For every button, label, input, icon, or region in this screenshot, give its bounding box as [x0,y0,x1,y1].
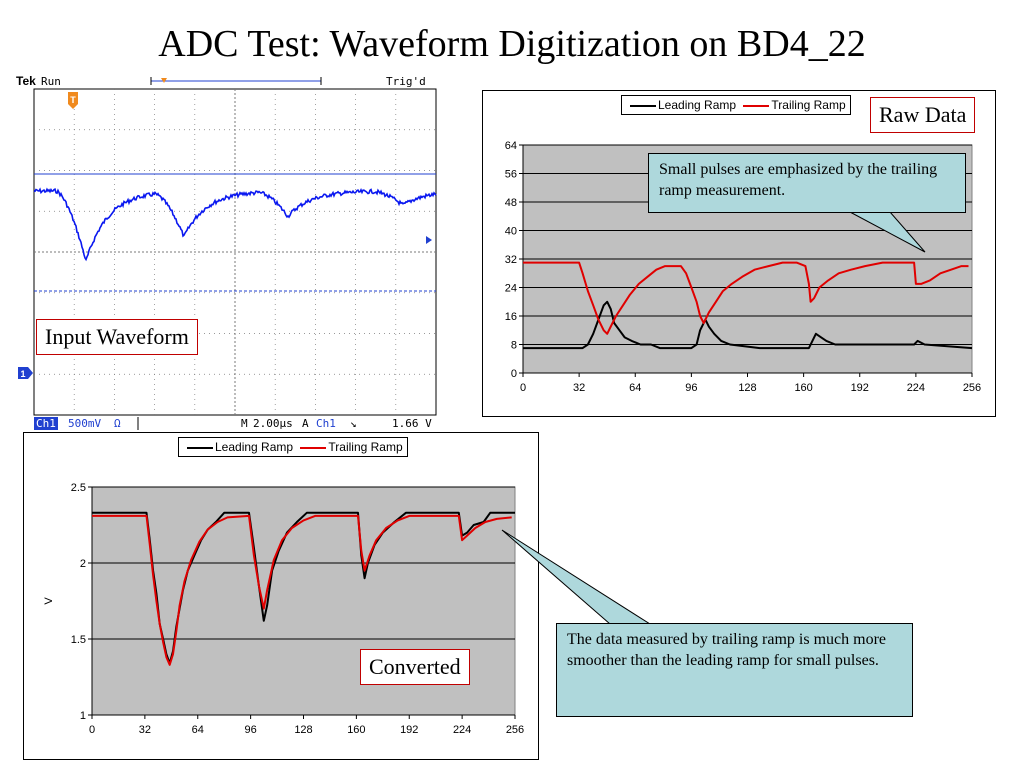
raw-legend-leading: Leading Ramp [658,98,737,112]
scope-volts-per-div: 500mV [68,417,101,430]
conv-x-tick-label: 64 [192,724,204,736]
scope-trigger-channel: Ch1 [316,417,336,430]
conv-x-tick-label: 32 [139,724,151,736]
raw-series-trailing [523,261,969,335]
raw-data-chart: 0 8 16 24 32 40 48 56 64 0 32 64 96 128 160 192 224 256 [505,140,981,394]
raw-legend-swatch-leading [630,104,656,107]
converted-legend-swatch-trailing [300,446,327,449]
raw-x-tick-label: 192 [851,382,869,394]
svg-text:1: 1 [20,369,25,379]
converted-note: The data measured by trailing ramp is mu… [556,623,913,717]
scope-trigger-mode: A [302,417,309,430]
raw-x-tick-label: 64 [629,382,641,394]
raw-data-label: Raw Data [870,97,976,133]
conv-series-trailing [92,514,512,666]
input-waveform-label: Input Waveform [36,319,198,355]
page-title: ADC Test: Waveform Digitization on BD4_2… [158,23,866,65]
scope-ohm-symbol: Ω [114,417,121,430]
scope-timebase: 2.00µs [253,417,293,430]
raw-legend: Leading Ramp Trailing Ramp [621,95,851,115]
raw-x-tick-label: 128 [738,382,756,394]
conv-y-tick-label: 1 [80,710,86,722]
raw-y-tick-label: 24 [505,283,517,295]
conv-y-axis-label: V [43,597,55,605]
raw-legend-swatch-trailing [743,104,770,107]
conv-y-tick-label: 1.5 [71,634,86,646]
converted-label: Converted [360,649,470,685]
scope-ch-label: Ch1 [36,417,56,430]
raw-x-tick-label: 160 [794,382,812,394]
raw-y-tick-label: 32 [505,254,517,266]
raw-x-tick-label: 32 [573,382,585,394]
raw-data-panel: 0 8 16 24 32 40 48 56 64 0 32 64 96 128 160 192 224 256 L… [482,90,996,417]
converted-legend-leading: Leading Ramp [215,440,294,454]
conv-x-tick-label: 224 [453,724,471,736]
scope-trigger-marker: T [68,92,78,109]
scope-run-state: Run [41,76,61,88]
scope-trigger-slope: ↘ [350,417,357,430]
raw-x-tick-label: 224 [907,382,925,394]
conv-x-tick-label: 160 [347,724,365,736]
converted-chart: 1 1.5 2 2.5 0 32 64 96 128 160 192 224 256 V [43,482,524,736]
conv-x-tick-label: 128 [294,724,312,736]
scope-trigger-level: 1.66 V [392,417,432,430]
scope-trigger-position-marker [161,78,167,83]
scope-trace-ch1 [33,187,437,262]
converted-panel: 1 1.5 2 2.5 0 32 64 96 128 160 192 224 256 V Leading … [23,432,539,760]
converted-legend-swatch-leading [187,446,213,449]
svg-text:T: T [70,95,76,105]
raw-y-tick-label: 64 [505,140,517,152]
raw-y-tick-label: 8 [511,340,517,352]
conv-x-tick-label: 192 [400,724,418,736]
converted-legend: Leading Ramp Trailing Ramp [178,437,408,457]
conv-x-tick-label: 0 [89,724,95,736]
raw-x-tick-label: 256 [963,382,981,394]
raw-legend-trailing: Trailing Ramp [771,98,846,112]
scope-channel-marker: 1 [18,367,33,379]
raw-y-tick-label: 56 [505,169,517,181]
conv-y-tick-label: 2.5 [71,482,86,494]
conv-y-tick-label: 2 [80,558,86,570]
scope-ch-badge [34,417,58,430]
raw-x-tick-label: 0 [520,382,526,394]
raw-series-leading [523,300,973,350]
raw-y-tick-label: 0 [511,368,517,380]
conv-x-tick-label: 256 [506,724,524,736]
raw-x-tick-label: 96 [685,382,697,394]
scope-timebase-prefix: M [241,417,248,430]
raw-y-tick-label: 16 [505,311,517,323]
scope-display: Tek Run Trig'd T 1 Ch1 500mV Ω M 2.00µs [16,74,437,430]
scope-trigger-level-arrow [426,236,432,244]
scope-brand: Tek [16,76,36,88]
scope-graticule [34,89,436,415]
oscilloscope-screen: Tek Run Trig'd T 1 Ch1 500mV Ω M 2.00µs [16,74,439,430]
raw-y-tick-label: 48 [505,197,517,209]
conv-x-tick-label: 96 [245,724,257,736]
raw-data-note: Small pulses are emphasized by the trail… [648,153,966,213]
scope-trig-state: Trig'd [386,76,426,88]
raw-y-tick-label: 40 [505,226,517,238]
converted-legend-trailing: Trailing Ramp [328,440,403,454]
